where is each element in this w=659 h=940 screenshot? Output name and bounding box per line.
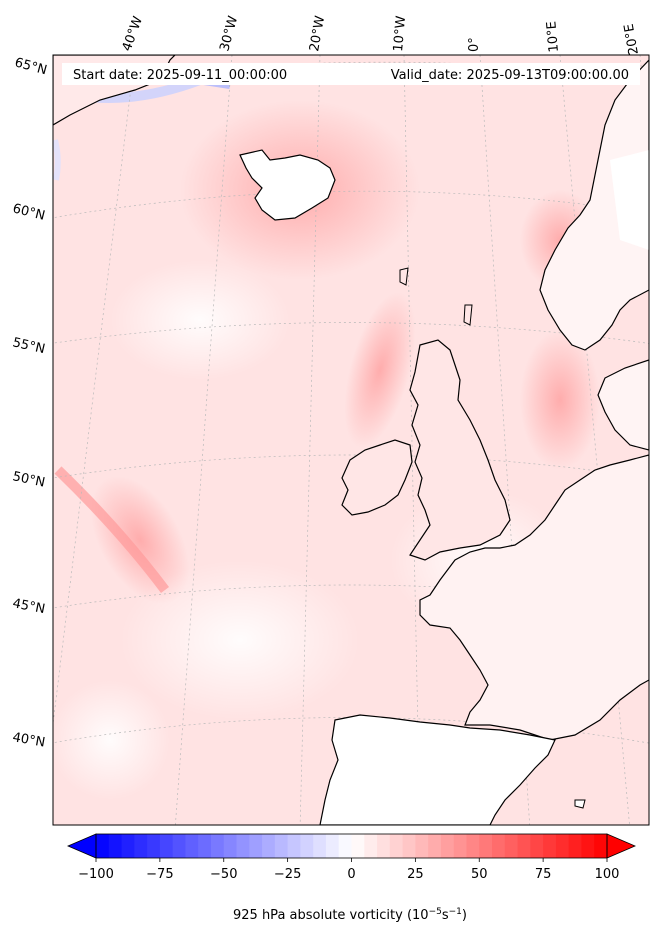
lon-label-30w: 30°W	[217, 14, 241, 53]
colorbar-tick-label: 25	[407, 867, 424, 882]
colorbar-segment	[568, 834, 582, 858]
colorbar-segment	[530, 834, 544, 858]
colorbar-tick-label: −50	[210, 867, 237, 882]
colorbar-segment	[351, 834, 365, 858]
colorbar-segment	[415, 834, 429, 858]
colorbar-segment	[543, 834, 557, 858]
colorbar-segment	[185, 834, 199, 858]
colorbar-segment	[428, 834, 442, 858]
colorbar-segment	[172, 834, 186, 858]
lon-label-10w: 10°W	[391, 15, 409, 52]
colorbar-ticks: −100 −75 −50 −25 0 25 50 75 100	[78, 858, 619, 882]
colorbar-segment	[325, 834, 340, 858]
colorbar-segment	[364, 834, 378, 858]
map-frame	[52, 54, 650, 826]
lat-label-60n: 60°N	[11, 201, 46, 223]
colorbar-tick-label: −100	[78, 867, 114, 882]
colorbar-segment	[249, 834, 263, 858]
ireland-coast	[341, 439, 413, 516]
longitude-labels: 40°W 30°W 20°W 10°W 0° 10°E 20°E	[120, 14, 642, 56]
colorbar-tick-label: 0	[347, 867, 355, 882]
colorbar-segment	[223, 834, 238, 858]
colorbar-segment	[300, 834, 314, 858]
colorbar-segment	[210, 834, 225, 858]
colorbar-segments	[96, 834, 608, 858]
colorbar-segment	[492, 834, 506, 858]
latitude-labels: 65°N 60°N 55°N 50°N 45°N 40°N	[11, 55, 48, 750]
colorbar-segment	[159, 834, 174, 858]
norway-coast	[539, 59, 649, 351]
colorbar-segment	[262, 834, 276, 858]
colorbar-segment	[236, 834, 250, 858]
colorbar-label: 925 hPa absolute vorticity (10−5s−1)	[233, 907, 467, 923]
colorbar-segment	[121, 834, 135, 858]
colorbar-segment	[466, 834, 480, 858]
colorbar-segment	[453, 834, 467, 858]
colorbar-segment	[198, 834, 212, 858]
colorbar-segment	[377, 834, 391, 858]
lon-label-10e: 10°E	[544, 21, 562, 53]
colorbar-segment	[287, 834, 301, 858]
colorbar-segment	[108, 834, 123, 858]
map-panel: Start date: 2025-09-11_00:00:00 Valid_da…	[53, 55, 649, 825]
header-box	[62, 63, 640, 85]
colorbar-tick-label: 75	[535, 867, 552, 882]
lon-label-20e: 20°E	[622, 23, 642, 56]
colorbar-tick-label: 50	[471, 867, 488, 882]
colorbar-segment	[440, 834, 455, 858]
colorbar-segment	[338, 834, 352, 858]
valid-date-label: Valid_date: 2025-09-13T09:00:00.00	[391, 68, 629, 83]
lat-label-55n: 55°N	[11, 335, 46, 357]
colorbar-segment	[581, 834, 595, 858]
colorbar-segment	[96, 834, 110, 858]
colorbar-segment	[134, 834, 148, 858]
lon-label-40w: 40°W	[120, 14, 146, 53]
colorbar-max-extend	[606, 833, 637, 859]
colorbar-tick-label: 100	[595, 867, 620, 882]
denmark-coast	[597, 359, 649, 451]
lat-label-65n: 65°N	[13, 55, 49, 78]
landmasses	[53, 55, 649, 825]
colorbar-min-extend	[66, 833, 97, 859]
iberia-coast	[319, 714, 556, 825]
colorbar-segment	[517, 834, 531, 858]
europe-coast	[419, 454, 649, 741]
lon-label-20w: 20°W	[307, 15, 328, 53]
colorbar-segment	[479, 834, 493, 858]
colorbar-segment	[504, 834, 519, 858]
colorbar-tick-label: −25	[274, 867, 301, 882]
start-date-label: Start date: 2025-09-11_00:00:00	[73, 68, 287, 83]
lat-label-40n: 40°N	[11, 730, 46, 750]
colorbar-segment	[274, 834, 289, 858]
lat-label-45n: 45°N	[11, 596, 46, 617]
colorbar: −100 −75 −50 −25 0 25 50 75 100 925 hPa absolute…	[66, 833, 637, 923]
colorbar-segment	[402, 834, 416, 858]
colorbar-segment	[555, 834, 570, 858]
iceland-coast	[239, 149, 336, 221]
lat-label-50n: 50°N	[11, 469, 46, 490]
colorbar-segment	[389, 834, 404, 858]
colorbar-segment	[147, 834, 161, 858]
great-britain-coast	[409, 339, 511, 561]
lon-label-0: 0°	[467, 37, 482, 52]
colorbar-tick-label: −75	[146, 867, 173, 882]
colorbar-segment	[313, 834, 327, 858]
colorbar-segment	[594, 834, 608, 858]
